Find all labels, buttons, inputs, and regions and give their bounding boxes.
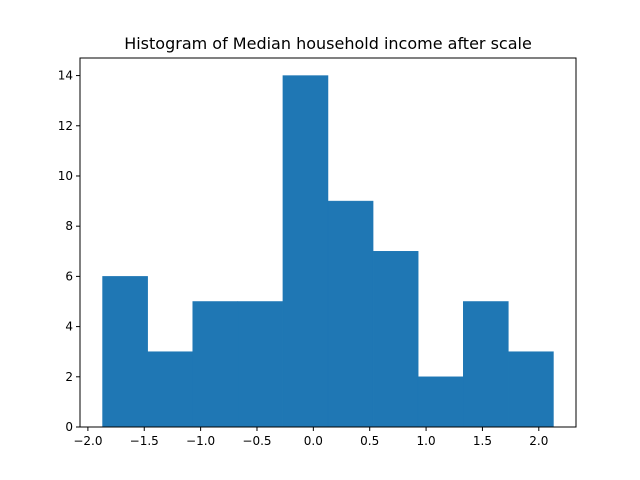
y-tick-label: 10 [58, 169, 73, 183]
histogram-bar [372, 251, 419, 428]
histogram-bar [508, 351, 554, 428]
bars-group [102, 75, 554, 428]
chart-title: Histogram of Median household income aft… [124, 34, 532, 53]
y-tick-label: 0 [65, 420, 73, 434]
histogram-bar [282, 75, 329, 428]
plot-frame [79, 57, 577, 428]
y-tick-label: 4 [65, 320, 73, 334]
x-tick-label: −1.0 [186, 434, 215, 448]
x-tick-label: −2.0 [73, 434, 102, 448]
histogram-bar [417, 376, 464, 428]
histogram-bar [463, 301, 509, 428]
y-tick-label: 8 [65, 219, 73, 233]
y-tick-label: 12 [58, 119, 73, 133]
y-tick-label: 14 [58, 69, 73, 83]
x-tick-label: 1.5 [473, 434, 492, 448]
x-tick-label: 0.5 [360, 434, 379, 448]
y-axis: 0 2 4 6 8 10 12 14 [58, 69, 80, 434]
y-tick-label: 6 [65, 269, 73, 283]
x-tick-label: 2.0 [529, 434, 548, 448]
x-axis: −2.0 −1.5 −1.0 −0.5 0.0 0.5 1.0 1.5 2.0 [73, 427, 548, 448]
histogram-bar [147, 351, 193, 428]
y-tick-label: 2 [65, 370, 73, 384]
x-tick-label: −0.5 [242, 434, 271, 448]
x-tick-label: −1.5 [130, 434, 159, 448]
histogram-bar [237, 301, 284, 428]
x-tick-label: 0.0 [304, 434, 323, 448]
histogram-bar [102, 276, 148, 428]
histogram-bar [327, 200, 374, 428]
x-tick-label: 1.0 [417, 434, 436, 448]
histogram-bar [192, 301, 239, 428]
